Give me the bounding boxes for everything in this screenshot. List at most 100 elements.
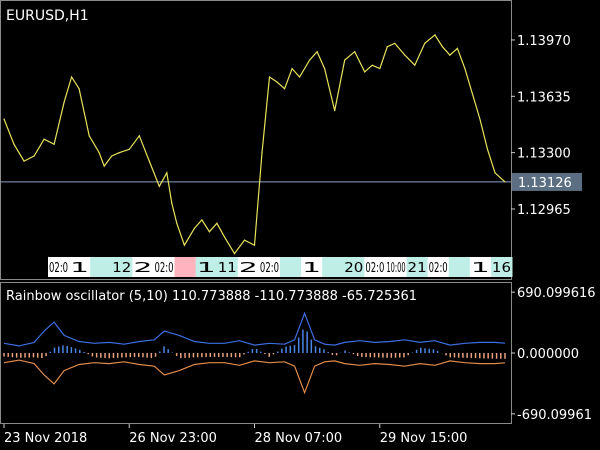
session-cell-label: 21: [408, 261, 427, 276]
session-cell-label: 1: [197, 261, 216, 276]
session-cell-label: 10:00: [386, 261, 405, 276]
session-cell-label: 02:0: [429, 261, 448, 276]
session-cell-label: 02:0: [365, 261, 384, 276]
price-point: [53, 143, 55, 145]
price-point: [324, 67, 326, 70]
price-point: [183, 244, 185, 246]
price-point: [243, 239, 246, 241]
time-tick-label: 29 Nov 15:00: [380, 431, 468, 446]
session-cell-label: 11: [218, 261, 237, 276]
session-strip: 02:0 1 12 2 02:0 1 11 2 02:0 1 20 02:0 10:00 21 02:0 1 1…: [48, 257, 513, 277]
session-cell: [364, 257, 386, 277]
session-cell-label: 02:0: [49, 261, 68, 276]
session-cell: [111, 257, 133, 277]
price-point: [291, 67, 293, 70]
session-cell: [90, 257, 112, 277]
session-cell: [280, 257, 302, 277]
indicator-label: Rainbow oscillator (5,10) 110.773888 -11…: [6, 289, 417, 304]
price-point: [253, 244, 256, 246]
session-cell: [132, 257, 154, 277]
price-point: [208, 231, 211, 233]
upper-band-line: [3, 311, 506, 347]
price-line-series: [3, 34, 506, 255]
current-price-badge: [512, 172, 582, 191]
price-point: [118, 152, 120, 154]
session-cell-label: 2: [239, 261, 258, 276]
session-cell-label: 12: [112, 261, 131, 276]
session-cell: [237, 257, 260, 277]
main-panel-frame: [0, 0, 512, 280]
session-cell: [69, 257, 91, 277]
price-point: [479, 118, 481, 120]
session-cell: [322, 257, 344, 277]
price-point: [386, 46, 388, 48]
session-cell: [385, 257, 408, 277]
indicator-tick-label: 0.000000: [517, 347, 579, 362]
session-cell-label: 16: [492, 261, 511, 276]
symbol-label: EURUSD,H1: [6, 8, 89, 24]
price-point: [13, 143, 15, 145]
price-point: [201, 219, 203, 221]
price-point: [78, 88, 80, 90]
indicator-tick-label: 690.099616: [517, 286, 596, 301]
session-cell: [406, 257, 429, 277]
price-point: [148, 160, 150, 162]
price-point: [276, 81, 278, 83]
price-point: [128, 148, 130, 150]
price-point: [404, 54, 406, 56]
price-tick-label: 1.13300: [517, 147, 571, 162]
session-cell-label: 1: [302, 261, 321, 276]
price-point: [138, 135, 140, 137]
price-point: [103, 165, 105, 167]
session-cell: [301, 257, 323, 277]
price-point: [88, 135, 90, 137]
price-point: [3, 118, 5, 120]
price-point: [71, 76, 73, 78]
price-point: [233, 252, 236, 255]
price-point: [441, 46, 443, 48]
price-point: [504, 181, 506, 183]
price-point: [486, 148, 489, 150]
session-cell-label: 2: [133, 261, 152, 276]
price-point: [414, 64, 416, 66]
price-point: [334, 110, 336, 112]
price-point: [298, 76, 301, 78]
price-point: [449, 54, 451, 56]
price-point: [33, 155, 35, 157]
current-price-label: 1.13126: [518, 176, 572, 191]
price-point: [63, 101, 65, 103]
session-cell-label: 02:0: [260, 261, 279, 276]
price-point: [471, 93, 474, 95]
indicator-axis: 690.099616 0.000000 -690.09961: [511, 286, 596, 423]
time-tick-label: 26 Nov 23:00: [129, 431, 217, 446]
session-cell: [343, 257, 365, 277]
session-cell: [48, 257, 70, 277]
price-point: [316, 51, 318, 53]
price-point: [354, 51, 356, 53]
session-cell-label: 1: [471, 261, 490, 276]
session-cell: [490, 257, 513, 277]
indicator-tick-label: -690.09961: [517, 408, 592, 423]
session-cell: [174, 257, 197, 277]
price-point: [494, 172, 496, 174]
price-tick-label: 1.13635: [517, 90, 571, 105]
session-cell-label: 20: [344, 261, 363, 276]
time-axis: 23 Nov 2018 26 Nov 23:00 28 Nov 07:00 29 No…: [3, 424, 468, 446]
price-point: [216, 222, 218, 224]
price-point: [166, 172, 168, 174]
price-point: [283, 88, 286, 90]
price-point: [158, 185, 160, 187]
session-cell-label: 02:0: [154, 261, 173, 276]
session-cell: [216, 257, 239, 277]
price-point: [261, 152, 263, 154]
price-point: [424, 42, 426, 44]
price-point: [98, 152, 100, 154]
price-point: [394, 42, 396, 44]
price-point: [371, 64, 373, 66]
price-point: [344, 59, 346, 61]
price-tick-label: 1.12965: [517, 203, 571, 218]
session-cell: [153, 257, 176, 277]
price-point: [171, 202, 173, 204]
